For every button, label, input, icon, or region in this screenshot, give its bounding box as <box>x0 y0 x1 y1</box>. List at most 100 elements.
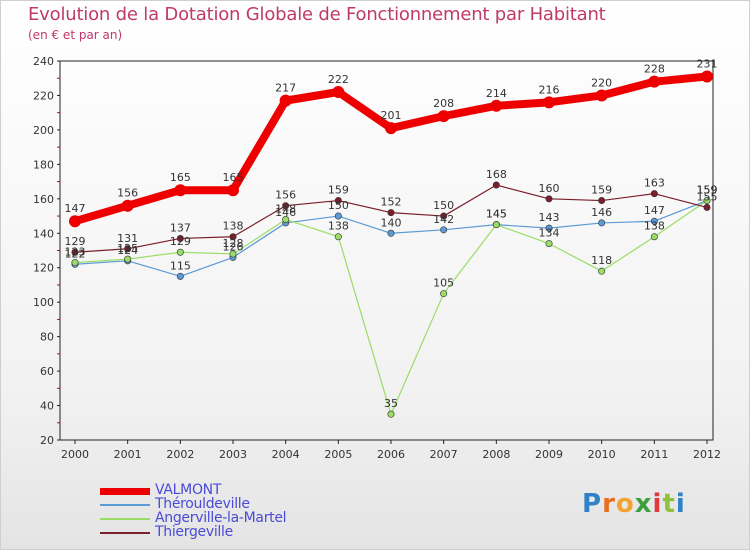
data-label: 231 <box>697 58 718 71</box>
data-label: 159 <box>328 184 349 197</box>
data-label: 160 <box>539 182 560 195</box>
data-point <box>124 245 132 253</box>
x-tick-label: 2012 <box>693 448 721 461</box>
data-label: 126 <box>223 240 244 253</box>
data-point <box>650 190 658 198</box>
legend-swatch <box>100 518 150 520</box>
x-tick-label: 2003 <box>219 448 247 461</box>
data-point <box>229 250 237 258</box>
data-point <box>440 212 448 220</box>
data-point <box>121 199 134 212</box>
x-tick-label: 2010 <box>588 448 616 461</box>
data-label: 214 <box>486 87 507 100</box>
data-label: 129 <box>65 235 86 248</box>
data-point <box>282 202 290 210</box>
data-point <box>492 181 500 189</box>
data-point <box>701 70 713 83</box>
data-label: 147 <box>644 204 665 217</box>
data-point <box>440 290 448 298</box>
chart-title: Evolution de la Dotation Globale de Fonc… <box>28 4 606 25</box>
chart-axes: 20 40 60 80 100 120 140 160 180 200 220 240 2000 2001… <box>33 55 721 461</box>
data-point <box>174 184 187 197</box>
y-tick-label: 240 <box>33 55 54 68</box>
legend-swatch <box>100 487 150 495</box>
y-tick-label: 220 <box>33 89 54 102</box>
data-label: 155 <box>697 190 718 203</box>
data-point <box>176 248 184 256</box>
data-label: 152 <box>381 196 402 209</box>
y-tick-label: 60 <box>40 365 54 378</box>
legend-label: Angerville-la-Martel <box>155 510 287 526</box>
data-point <box>598 267 606 275</box>
data-label: 208 <box>433 97 454 110</box>
data-label: 222 <box>328 73 349 86</box>
y-tick-label: 100 <box>33 296 54 309</box>
data-point <box>650 217 658 225</box>
y-tick-label: 160 <box>33 193 54 206</box>
data-point <box>332 86 345 99</box>
data-label: 145 <box>486 208 507 221</box>
data-label: 131 <box>117 232 138 245</box>
series-thiergeville <box>71 181 711 256</box>
data-point <box>440 226 448 234</box>
data-point <box>387 410 395 418</box>
y-tick-label: 120 <box>33 262 54 275</box>
data-point <box>71 259 79 267</box>
data-point <box>282 215 290 223</box>
data-label: 150 <box>433 199 454 212</box>
data-point <box>545 240 553 248</box>
proxiti-logo: Proxiti <box>582 489 686 519</box>
data-label: 105 <box>433 277 454 290</box>
y-tick-label: 20 <box>40 434 54 447</box>
data-label: 134 <box>539 227 560 240</box>
legend-label: VALMONT <box>155 482 222 498</box>
data-point <box>437 110 450 123</box>
x-tick-label: 2011 <box>640 448 668 461</box>
data-label: 156 <box>275 189 296 202</box>
data-label: 125 <box>117 242 138 255</box>
data-label: 138 <box>644 220 665 233</box>
data-point <box>227 184 239 197</box>
data-point <box>543 96 555 109</box>
y-tick-label: 140 <box>33 227 54 240</box>
data-label: 165 <box>170 171 191 184</box>
x-tick-label: 2006 <box>377 448 405 461</box>
y-tick-label: 200 <box>33 124 54 137</box>
data-label: 142 <box>433 213 454 226</box>
data-label: 146 <box>591 206 612 219</box>
data-label: 138 <box>223 220 244 233</box>
data-point <box>334 212 342 220</box>
data-label: 115 <box>170 259 191 272</box>
data-label: 150 <box>328 199 349 212</box>
data-point <box>334 233 342 241</box>
x-tick-label: 2001 <box>114 448 142 461</box>
x-tick-label: 2005 <box>324 448 352 461</box>
data-point <box>492 221 500 229</box>
data-label: 123 <box>65 246 86 259</box>
data-label: 159 <box>697 184 718 197</box>
legend-label: Thiergeville <box>155 524 233 540</box>
legend-swatch <box>100 504 150 506</box>
data-label: 140 <box>381 216 402 229</box>
data-label: 201 <box>381 109 402 122</box>
data-point <box>595 89 608 102</box>
x-tick-label: 2002 <box>166 448 194 461</box>
data-point <box>545 224 553 232</box>
data-point <box>598 197 606 205</box>
data-point <box>545 195 553 203</box>
y-tick-label: 40 <box>40 400 54 413</box>
data-point <box>648 75 661 88</box>
data-label: 118 <box>591 254 612 267</box>
data-label: 159 <box>591 184 612 197</box>
x-tick-label: 2009 <box>535 448 563 461</box>
legend-swatch <box>100 532 150 534</box>
x-tick-label: 2008 <box>482 448 510 461</box>
data-label: 147 <box>65 202 86 215</box>
data-label: 163 <box>644 177 665 190</box>
data-point <box>334 197 342 205</box>
series-layer <box>69 70 713 418</box>
data-label: 143 <box>539 211 560 224</box>
data-label: 228 <box>644 63 665 76</box>
legend-label: Thérouldeville <box>155 496 250 512</box>
